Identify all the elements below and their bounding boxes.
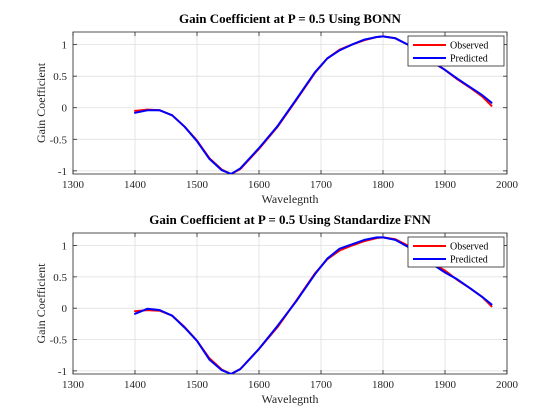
legend-label-predicted: Predicted [450, 54, 488, 65]
x-tick-label: 1400 [124, 379, 147, 391]
x-axis-label: Wavelegnth [261, 392, 318, 406]
x-tick-label: 1700 [310, 179, 333, 191]
legend-label-predicted: Predicted [450, 255, 488, 266]
legend-label-observed: Observed [450, 41, 488, 52]
y-axis-label: Gain Coefficient [34, 62, 48, 143]
x-tick-label: 1600 [248, 379, 271, 391]
x-tick-label: 1900 [434, 379, 457, 391]
x-tick-label: 1600 [248, 179, 271, 191]
x-tick-label: 2000 [496, 379, 519, 391]
y-tick-label: 0 [62, 103, 68, 115]
y-tick-label: 0 [62, 303, 68, 315]
chart-title: Gain Coefficient at P = 0.5 Using BONN [179, 11, 402, 26]
chart-panel-2: 1300 1400 1500 1600 1700 1800 1900 2000 -1 -0.5 0 0… [34, 212, 519, 406]
y-tick-label: -1 [58, 366, 67, 378]
x-axis-label: Wavelegnth [261, 192, 318, 206]
x-tick-label: 1700 [310, 379, 333, 391]
y-tick-label: 0.5 [53, 71, 67, 83]
x-tick-label: 1500 [186, 379, 209, 391]
y-axis-label: Gain Coefficient [34, 263, 48, 344]
x-tick-label: 1300 [62, 179, 85, 191]
legend-box [407, 35, 505, 67]
x-tick-label: 1400 [124, 179, 147, 191]
axes-box [72, 232, 508, 375]
legend: Observed Predicted [407, 236, 505, 268]
legend-label-observed: Observed [450, 242, 488, 253]
chart-panel-1: 1300 1400 1500 1600 1700 1800 1900 2000 -1 -0.5 0 0… [34, 11, 519, 206]
y-tick-label: -0.5 [50, 335, 68, 347]
x-tick-label: 1800 [372, 379, 395, 391]
axes-box [72, 31, 508, 175]
chart-title: Gain Coefficient at P = 0.5 Using Standa… [149, 212, 431, 227]
y-tick-label: 1 [62, 40, 68, 52]
x-tick-label: 1900 [434, 179, 457, 191]
legend-box [407, 236, 505, 268]
x-tick-label: 1300 [62, 379, 85, 391]
legend: Observed Predicted [407, 35, 505, 67]
y-tick-label: -0.5 [50, 134, 68, 146]
y-tick-label: 1 [62, 241, 68, 253]
x-tick-label: 1500 [186, 179, 209, 191]
x-tick-label: 2000 [496, 179, 519, 191]
x-tick-label: 1800 [372, 179, 395, 191]
y-tick-label: -1 [58, 166, 67, 178]
y-tick-label: 0.5 [53, 272, 67, 284]
